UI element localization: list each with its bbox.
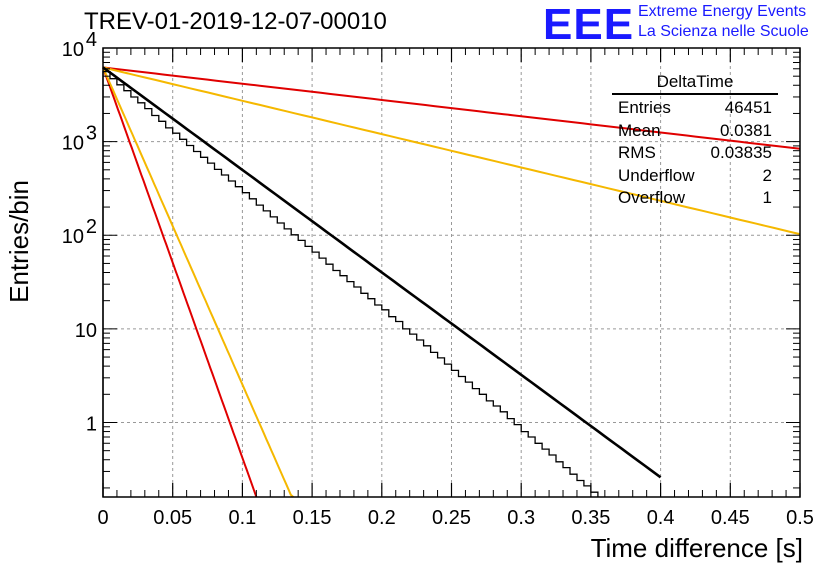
histogram [102, 70, 599, 497]
stats-row-rms: RMS 0.03835 [618, 143, 772, 162]
stats-row-mean: Mean 0.0381 [618, 120, 772, 140]
red-reference-line [102, 66, 801, 150]
logo-line-2: La Scienza nelle Scuole [638, 23, 809, 40]
yellow-reference-line [102, 67, 294, 498]
y-tick-exponent: 2 [86, 216, 97, 238]
x-axis-ticks: 0 0.05 0.1 0.15 0.2 0.25 0.3 0.35 0.4 0.45 0.5 [97, 48, 814, 529]
reference-lines [102, 66, 801, 498]
x-tick-label: 0.2 [368, 507, 396, 529]
x-tick-label: 0.3 [507, 507, 535, 529]
x-tick-label: 0.1 [228, 507, 256, 529]
y-tick-label: 10 [62, 39, 84, 61]
stats-box: DeltaTime Entries 46451 Mean 0.0381 RMS 0.0… [612, 72, 778, 210]
y-tick-exponent: 3 [86, 123, 97, 145]
y-tick-label: 10 [75, 320, 97, 342]
x-tick-label: 0.5 [786, 507, 814, 529]
y-axis-label: Entries/bin [4, 180, 34, 303]
x-axis-label: Time difference [s] [590, 533, 803, 563]
logo-line-1: Extreme Energy Events [638, 3, 807, 20]
stats-title: DeltaTime [612, 72, 778, 95]
x-tick-label: 0.25 [432, 507, 471, 529]
y-tick-label: 10 [62, 226, 84, 248]
y-tick-exponent: 4 [86, 29, 97, 51]
grid-lines [103, 48, 800, 497]
plot-title: TREV-01-2019-12-07-00010 [84, 8, 387, 35]
histogram-outline [102, 70, 599, 497]
x-tick-label: 0.35 [571, 507, 610, 529]
x-tick-label: 0.45 [711, 507, 750, 529]
yellow-reference-line [102, 66, 801, 236]
eee-logo: EEE [543, 0, 635, 49]
stats-row-overflow: Overflow 1 [618, 188, 772, 207]
red-reference-line [102, 67, 258, 498]
fit-curve [102, 66, 662, 479]
fit-line [102, 66, 662, 479]
x-tick-label: 0.15 [293, 507, 332, 529]
x-tick-label: 0.4 [647, 507, 675, 529]
stats-row-entries: Entries 46451 [618, 98, 772, 117]
x-tick-label: 0.05 [153, 507, 192, 529]
x-tick-label: 0 [97, 507, 108, 529]
stats-row-underflow: Underflow 2 [618, 165, 772, 185]
y-tick-label: 1 [86, 413, 97, 435]
y-tick-label: 10 [62, 133, 84, 155]
